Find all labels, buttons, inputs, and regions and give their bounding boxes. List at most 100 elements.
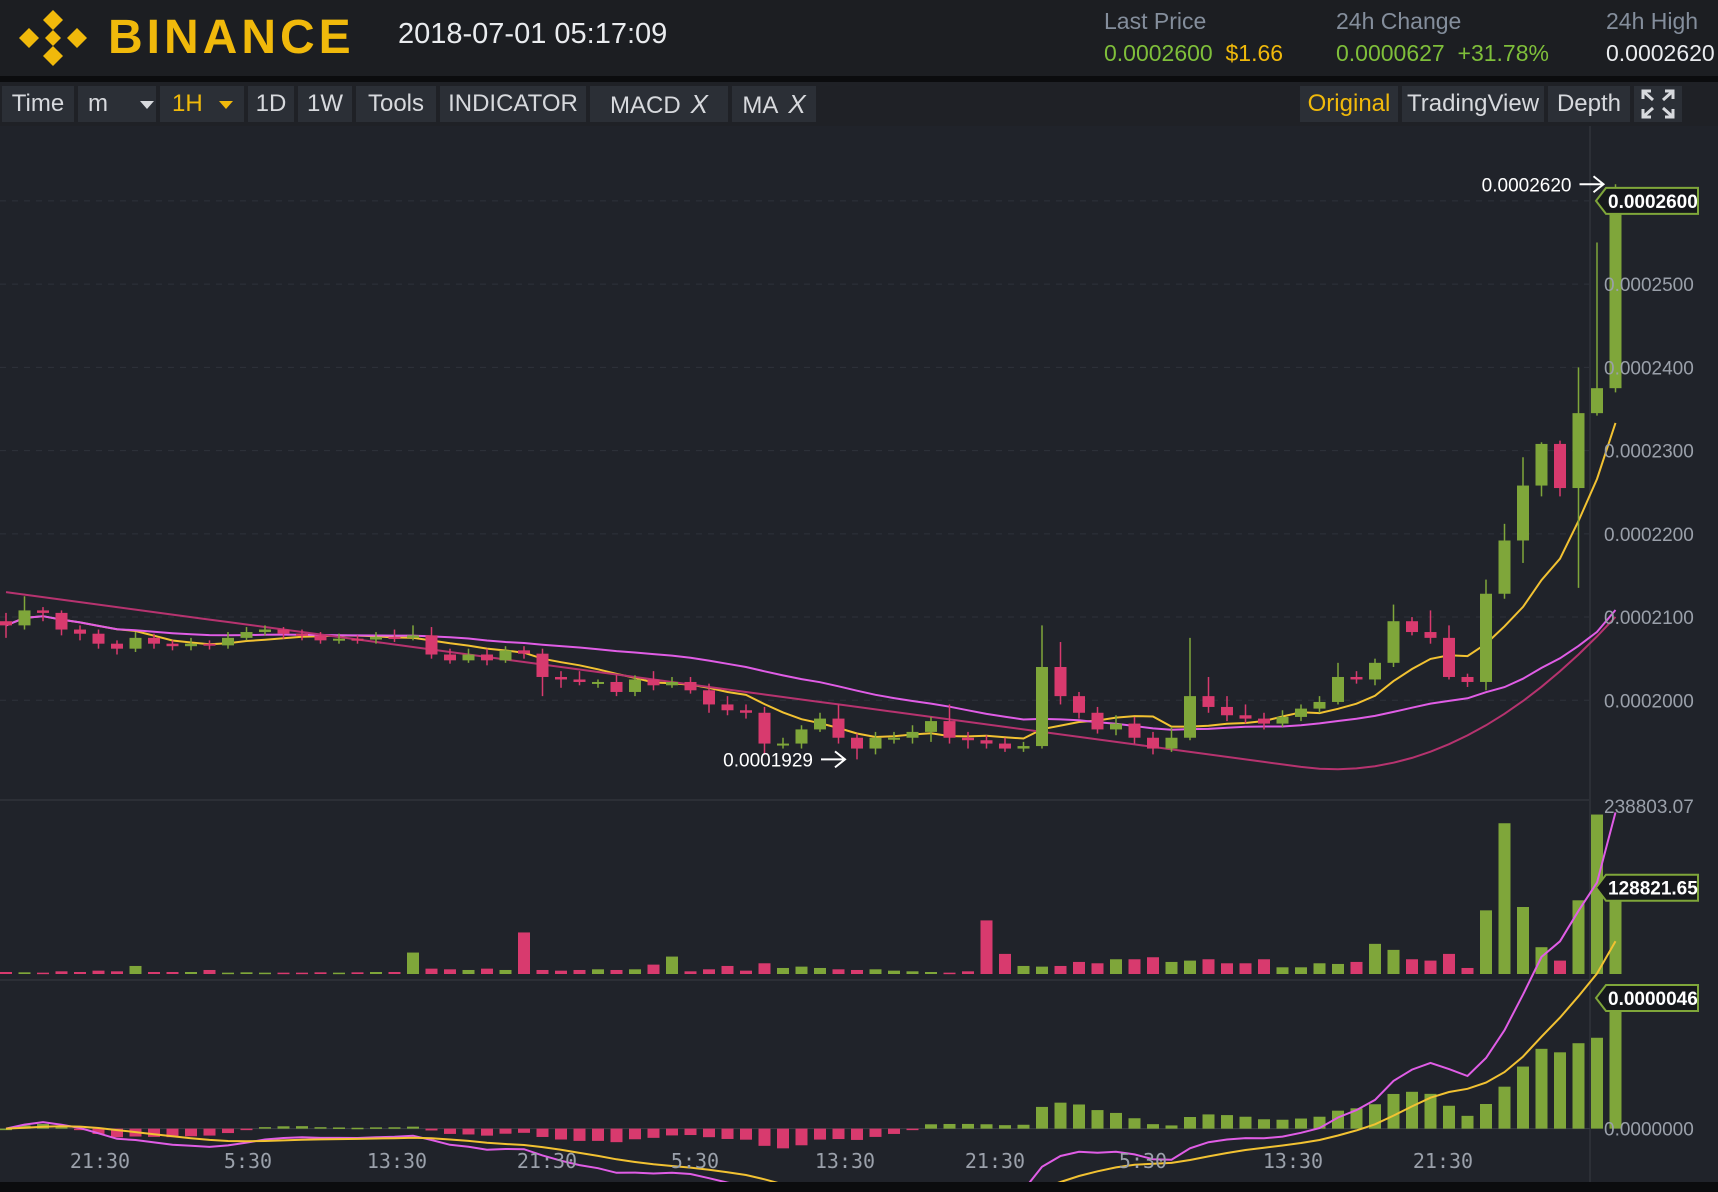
volume-bar (1609, 887, 1622, 974)
volume-bar (518, 932, 530, 974)
brand-name: BINANCE (108, 11, 355, 64)
minute-dropdown[interactable]: m (78, 86, 156, 122)
macd-indicator-tab[interactable]: MACD X (590, 86, 728, 122)
candle-body (1295, 708, 1307, 717)
macd-histogram-bar (1110, 1112, 1122, 1129)
macd-histogram-bar (92, 1128, 105, 1134)
chart-grid (0, 200, 1590, 701)
macd-histogram-bar (1258, 1119, 1270, 1129)
macd-histogram-bar (1350, 1108, 1363, 1129)
macd-histogram-bar (1313, 1116, 1326, 1129)
candle-body (1609, 200, 1622, 389)
tools-button[interactable]: Tools (356, 86, 436, 122)
header-divider (0, 76, 1718, 82)
tradingview-tab[interactable]: TradingView (1402, 86, 1544, 122)
candle-body (1369, 662, 1381, 680)
candle-body (610, 681, 623, 692)
interval-1d-button[interactable]: 1D (248, 86, 294, 122)
candle-body (629, 679, 641, 692)
macd-histogram-bar (388, 1127, 401, 1129)
candle-body (481, 654, 493, 661)
price-chart[interactable]: 0.00025000.00024000.00023000.00022000.00… (0, 126, 1718, 1192)
macd-tag-box (1594, 984, 1699, 1012)
time-button[interactable]: Time (2, 86, 74, 122)
macd-histogram-bar (1091, 1110, 1104, 1129)
high-price-marker-arrow (1579, 175, 1606, 194)
ma-long-line (5, 591, 1617, 771)
ma-indicator-tab[interactable]: MA X (732, 86, 816, 122)
volume-bar (37, 972, 49, 975)
time-tick-label: 21:30 (517, 1149, 577, 1173)
macd-histogram-bar (721, 1128, 734, 1139)
close-macd-icon[interactable]: X (690, 89, 708, 119)
chart-toolbar: Time m 1H 1D 1W Tools INDICATOR MACD X MA… (0, 82, 1718, 126)
macd-histogram-bar (444, 1128, 456, 1134)
candle-body (55, 612, 68, 630)
volume-bar (1332, 963, 1344, 974)
macd-histogram-bar (925, 1124, 937, 1129)
candle-body (666, 681, 678, 686)
macd-histogram-bar (425, 1128, 438, 1131)
macd-tag: 0.0000046 (1608, 989, 1698, 1010)
volume-bar (129, 965, 142, 974)
candle-body (1165, 737, 1178, 749)
macd-histogram-bar (1073, 1104, 1085, 1129)
macd-label: MACD (609, 92, 681, 119)
candle-body (166, 643, 179, 647)
candle-body (1147, 737, 1159, 749)
candle-body (1572, 413, 1585, 489)
macd-histogram-bar (610, 1128, 623, 1143)
indicator-button[interactable]: INDICATOR (440, 86, 586, 122)
low-price-marker: 0.0001929 (723, 750, 813, 771)
candle-body (925, 721, 937, 732)
volume-bar (1110, 959, 1122, 974)
volume-bar (666, 956, 678, 974)
candle-body (462, 654, 475, 661)
candle-body (1017, 746, 1030, 749)
moving-average-lines (5, 422, 1617, 771)
macd-histogram-bar (555, 1128, 567, 1140)
volume-bar (1165, 961, 1178, 974)
footer-divider (0, 1182, 1718, 1192)
volume-bar (166, 971, 179, 974)
volume-bar (481, 968, 493, 974)
macd-histogram-bar (869, 1128, 882, 1137)
macd-histogram-bar (1295, 1118, 1307, 1129)
volume-bar (203, 969, 216, 974)
macd-histogram-bar (1554, 1052, 1566, 1129)
last-price-usd: $1.66 (1225, 40, 1284, 66)
volume-bar (610, 969, 623, 974)
volume-bar (111, 971, 123, 974)
candle-body (684, 681, 697, 691)
interval-1w-button[interactable]: 1W (298, 86, 352, 122)
close-ma-icon[interactable]: X (788, 89, 806, 119)
candle-body (1110, 723, 1122, 730)
candle-body (425, 635, 438, 655)
volume-bar (592, 969, 604, 974)
volume-bar (888, 970, 900, 974)
volume-bar (1239, 963, 1252, 974)
server-time: 2018-07-01 05:17:09 (398, 18, 668, 50)
candle-body (1258, 718, 1270, 724)
time-tick-label: 5:30 (671, 1149, 719, 1173)
candle-body (37, 610, 49, 613)
volume-bar (1295, 967, 1307, 974)
volume-bar (647, 964, 660, 974)
macd-histogram-bar (999, 1125, 1011, 1129)
macd-histogram-bar (1609, 999, 1622, 1129)
fullscreen-button[interactable] (1634, 86, 1682, 122)
volume-bar (1572, 900, 1585, 974)
volume-bar (1313, 963, 1326, 974)
volume-bar (1480, 910, 1492, 974)
macd-histogram-bar (1221, 1115, 1233, 1129)
original-view-tab[interactable]: Original (1300, 86, 1398, 122)
depth-tab[interactable]: Depth (1548, 86, 1630, 122)
time-tick-label: 21:30 (965, 1149, 1025, 1173)
volume-bar (999, 953, 1011, 974)
interval-1h-dropdown[interactable]: 1H (160, 86, 244, 122)
time-tick-label: 21:30 (70, 1149, 130, 1173)
change-percent: +31.78% (1457, 40, 1549, 66)
volume-bar (1128, 959, 1141, 974)
candle-body (592, 681, 604, 684)
binance-logo[interactable]: BINANCE (18, 6, 351, 70)
